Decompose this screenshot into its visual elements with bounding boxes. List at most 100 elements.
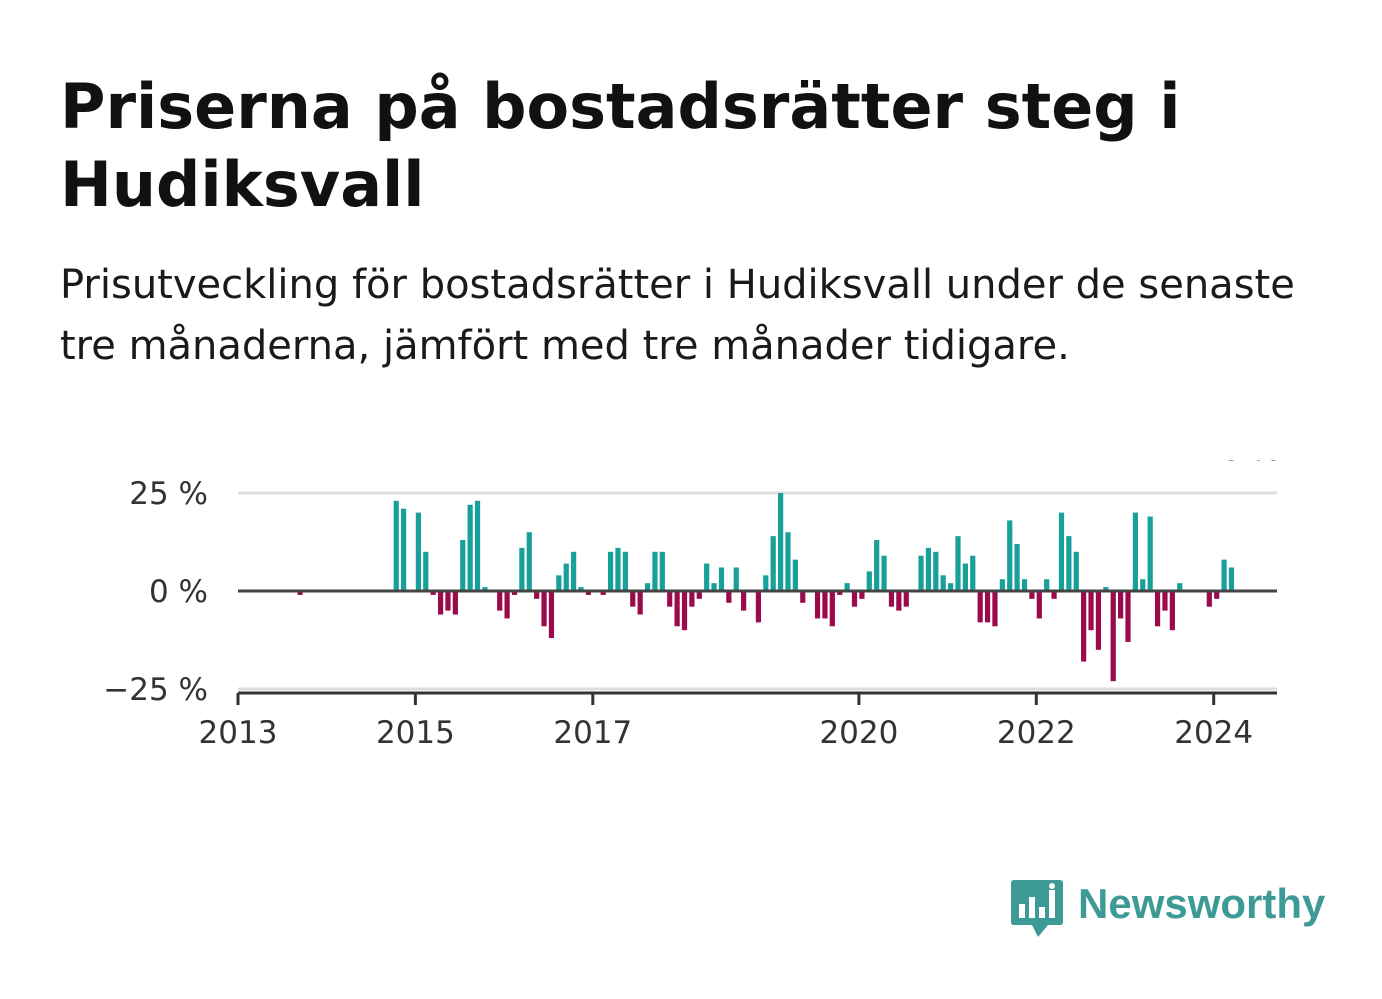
bar	[1058, 512, 1065, 591]
bar	[644, 583, 651, 591]
y-tick-label: 0 %	[149, 574, 208, 610]
bar	[401, 508, 407, 591]
bar	[792, 559, 798, 591]
bar	[888, 591, 895, 607]
bar	[430, 591, 436, 595]
bar	[925, 547, 932, 591]
bars	[297, 493, 1235, 682]
x-tick-label: 2017	[553, 715, 632, 751]
bar	[859, 591, 865, 599]
bar	[1140, 579, 1146, 591]
bar	[1014, 543, 1020, 591]
bar	[1147, 516, 1153, 591]
bar	[770, 536, 776, 591]
bar	[497, 591, 503, 611]
bar	[718, 567, 725, 591]
bar	[1021, 579, 1028, 591]
bar	[681, 591, 688, 631]
bar	[866, 571, 872, 591]
bar	[607, 551, 614, 591]
x-tick-label: 2015	[376, 715, 455, 751]
bar	[733, 567, 739, 591]
bar	[874, 540, 880, 591]
bar	[696, 591, 702, 599]
bar	[955, 536, 961, 591]
bar	[896, 591, 902, 611]
bar	[1036, 591, 1042, 619]
y-tick-label: −25 %	[103, 672, 208, 708]
newsworthy-logo-icon	[1011, 880, 1063, 937]
bar	[1103, 587, 1109, 591]
bar	[511, 591, 518, 595]
bar	[526, 532, 532, 591]
bar	[822, 591, 828, 619]
bar	[556, 575, 562, 591]
bar	[460, 540, 466, 591]
bar	[933, 551, 939, 591]
bar	[814, 591, 821, 619]
bar	[992, 591, 998, 627]
bar	[1073, 551, 1079, 591]
bar	[948, 583, 954, 591]
bar	[474, 500, 481, 591]
bar	[534, 591, 540, 599]
newsworthy-logo: Newsworthy	[1010, 878, 1330, 942]
bar	[578, 587, 584, 591]
bar	[504, 591, 510, 619]
bar	[689, 591, 695, 607]
bar	[903, 591, 909, 607]
bar	[940, 575, 946, 591]
bar	[571, 551, 577, 591]
bar	[1066, 536, 1072, 591]
bar	[741, 591, 747, 611]
bar	[970, 555, 976, 591]
x-tick-label: 2013	[199, 715, 278, 751]
bar	[674, 591, 680, 627]
bar	[452, 591, 458, 615]
bar	[1206, 591, 1212, 607]
bar	[1132, 512, 1138, 591]
bar	[829, 591, 835, 627]
bar	[445, 591, 451, 611]
bar	[851, 591, 858, 607]
bar	[1088, 591, 1094, 631]
bar	[1177, 583, 1183, 591]
bar	[482, 587, 488, 591]
bar	[1162, 591, 1168, 611]
bar	[763, 575, 769, 591]
brand-name: Newsworthy	[1078, 880, 1326, 927]
bar	[837, 591, 843, 595]
bar	[1051, 591, 1057, 599]
bar	[881, 555, 887, 591]
bar	[1221, 559, 1227, 591]
bar	[1081, 591, 1087, 662]
bar	[755, 591, 762, 623]
bar	[999, 579, 1005, 591]
bar	[800, 591, 806, 603]
latest-value-annotation: 6 %	[1221, 460, 1280, 468]
bar	[585, 591, 592, 595]
bar	[726, 591, 732, 603]
bar	[622, 551, 628, 591]
bar	[1029, 591, 1035, 599]
bar	[1110, 591, 1116, 682]
bar	[600, 591, 606, 595]
bar	[467, 504, 473, 591]
axes	[236, 589, 1277, 705]
grid-lines	[238, 491, 1277, 691]
bar	[1228, 567, 1235, 591]
bar	[423, 551, 429, 591]
bar	[393, 500, 399, 591]
x-tick-label: 2022	[997, 715, 1076, 751]
bar	[437, 591, 444, 615]
chart-title: Priserna på bostadsrätter steg i Hudiksv…	[60, 70, 1181, 221]
bar	[918, 555, 924, 591]
bar	[711, 583, 717, 591]
bar	[977, 591, 983, 623]
bar	[519, 547, 525, 591]
bar	[984, 591, 991, 623]
bar	[844, 583, 850, 591]
bar	[1169, 591, 1175, 631]
bar	[1118, 591, 1124, 619]
x-tick-label: 2024	[1174, 715, 1253, 751]
